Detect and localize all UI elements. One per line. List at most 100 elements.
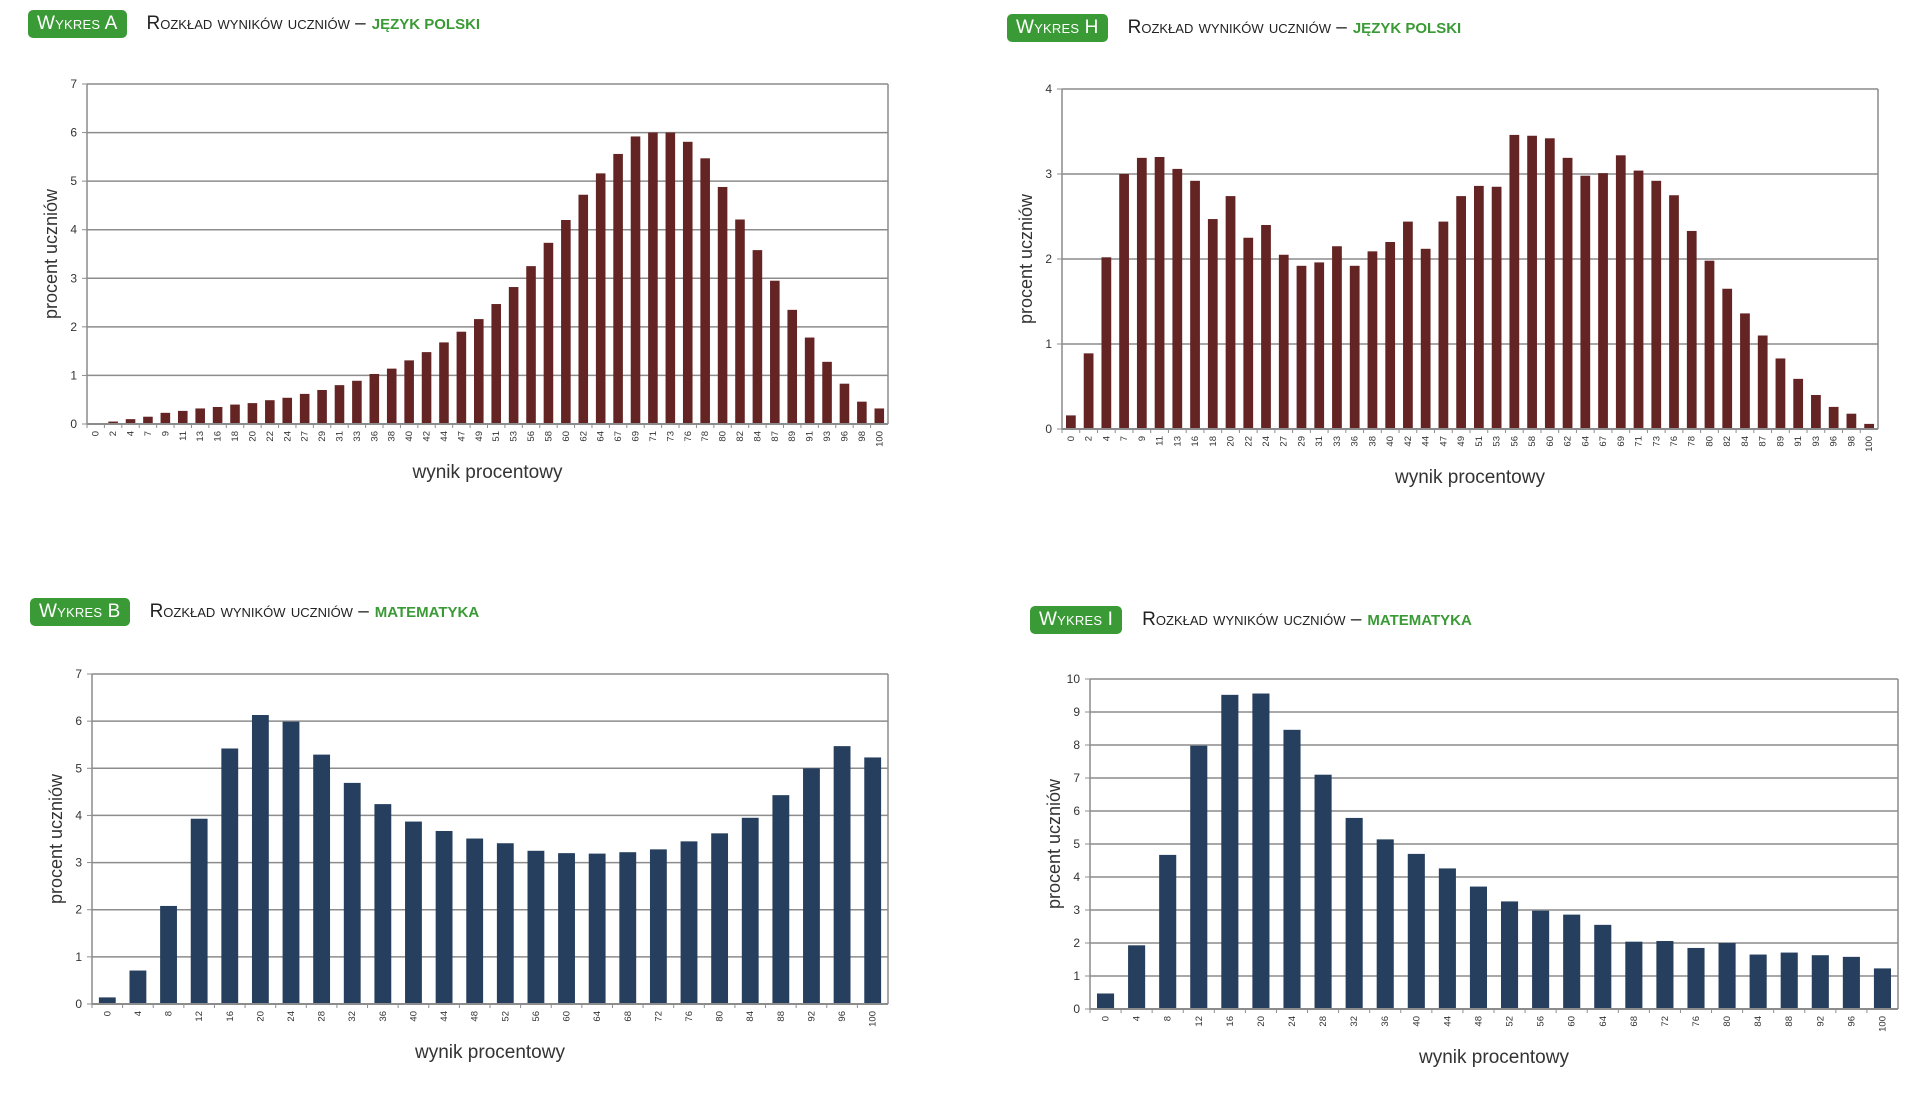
bar-73 [665, 132, 676, 425]
bar-28 [1314, 774, 1332, 1009]
x-tick-label: 40 [1411, 1016, 1422, 1027]
chart-i-title: Rozkład wyników uczniów – [1142, 609, 1362, 630]
bar-69 [1615, 155, 1626, 430]
bar-12 [1190, 745, 1208, 1009]
y-tick-label: 2 [1045, 252, 1052, 266]
x-tick-label: 60 [562, 1011, 573, 1022]
bar-60 [558, 853, 575, 1004]
x-tick-label: 8 [164, 1011, 175, 1016]
bar-76 [1687, 947, 1705, 1009]
bar-98 [857, 401, 867, 424]
bar-73 [1651, 180, 1662, 429]
bar-92 [1811, 955, 1829, 1009]
x-tick-label: 53 [509, 431, 520, 442]
x-tick-label: 72 [1660, 1016, 1671, 1027]
y-tick-label: 4 [1073, 870, 1080, 884]
x-tick-label: 73 [665, 431, 676, 442]
bar-33 [352, 380, 362, 424]
x-tick-label: 82 [1722, 436, 1733, 447]
bar-84 [1749, 954, 1767, 1009]
bar-44 [435, 830, 453, 1004]
bar-56 [527, 850, 545, 1004]
x-tick-label: 96 [1846, 1016, 1857, 1027]
x-tick-label: 78 [700, 431, 711, 442]
x-tick-label: 80 [715, 1011, 726, 1022]
bar-60 [1563, 914, 1581, 1009]
bar-8 [160, 905, 177, 1004]
bar-27 [299, 393, 310, 424]
bar-53 [1491, 186, 1502, 429]
y-tick-label: 5 [1073, 837, 1080, 851]
x-tick-label: 69 [1616, 436, 1627, 447]
x-tick-label: 2 [1084, 436, 1095, 441]
bar-38 [1367, 251, 1378, 429]
x-tick-label: 0 [91, 431, 102, 436]
bar-8 [1159, 854, 1177, 1009]
bar-16 [221, 748, 239, 1004]
x-tick-label: 48 [1473, 1016, 1484, 1027]
bar-4 [1101, 257, 1112, 429]
x-tick-label: 24 [1287, 1016, 1298, 1027]
bar-0 [1065, 415, 1076, 429]
bar-28 [313, 754, 331, 1004]
x-tick-label: 18 [230, 431, 241, 442]
bar-42 [1403, 221, 1413, 429]
bar-31 [1314, 262, 1325, 429]
bar-22 [1243, 237, 1254, 429]
bar-96 [833, 746, 851, 1004]
x-tick-label: 51 [1474, 436, 1485, 447]
y-tick-label: 2 [70, 320, 77, 334]
x-tick-label: 67 [1598, 436, 1609, 447]
x-tick-label: 9 [1137, 436, 1148, 441]
x-tick-label: 56 [1536, 1016, 1547, 1027]
x-tick-label: 22 [1243, 436, 1254, 447]
y-tick-label: 1 [75, 950, 82, 964]
bar-68 [619, 852, 637, 1004]
x-tick-label: 47 [1438, 436, 1449, 447]
x-tick-label: 73 [1651, 436, 1662, 447]
y-axis-label: procent uczniów [1044, 778, 1064, 909]
bar-16 [1190, 180, 1200, 429]
bar-40 [1407, 853, 1425, 1009]
bar-12 [190, 818, 208, 1004]
x-tick-label: 100 [868, 1011, 879, 1027]
x-tick-label: 7 [1119, 436, 1130, 441]
x-tick-label: 9 [160, 431, 171, 436]
x-tick-label: 69 [631, 431, 642, 442]
x-tick-label: 72 [653, 1011, 664, 1022]
bar-18 [230, 404, 240, 424]
x-tick-label: 42 [422, 431, 433, 442]
x-tick-label: 4 [133, 1011, 144, 1016]
bar-2 [108, 421, 118, 424]
x-tick-label: 56 [1509, 436, 1520, 447]
bar-76 [680, 841, 698, 1004]
x-tick-label: 56 [531, 1011, 542, 1022]
chart-b-subject: MATEMATYKA [374, 603, 480, 621]
chart-i-header: Wykres I Rozkład wyników uczniów – MATEM… [1030, 606, 1472, 634]
bar-13 [1172, 168, 1183, 429]
x-tick-label: 7 [143, 431, 154, 436]
x-tick-label: 13 [195, 431, 206, 442]
x-tick-label: 44 [439, 1011, 450, 1022]
bar-80 [711, 833, 729, 1004]
bar-27 [1278, 254, 1289, 429]
x-tick-label: 52 [1505, 1016, 1516, 1027]
x-tick-label: 27 [300, 431, 311, 442]
bar-20 [1252, 693, 1270, 1009]
x-tick-label: 11 [178, 431, 189, 441]
bar-84 [752, 250, 763, 424]
bar-64 [588, 853, 606, 1004]
bar-64 [1594, 924, 1612, 1009]
chart-a-title: Rozkład wyników uczniów – [146, 13, 366, 34]
bar-100 [1864, 423, 1875, 429]
y-tick-label: 2 [1073, 936, 1080, 950]
bar-71 [648, 132, 658, 425]
bar-38 [386, 368, 397, 424]
x-tick-label: 20 [255, 1011, 266, 1022]
x-tick-label: 18 [1208, 436, 1219, 447]
x-tick-label: 32 [1349, 1016, 1360, 1027]
x-tick-label: 87 [770, 431, 781, 442]
x-tick-label: 60 [561, 431, 572, 442]
x-tick-label: 42 [1403, 436, 1414, 447]
